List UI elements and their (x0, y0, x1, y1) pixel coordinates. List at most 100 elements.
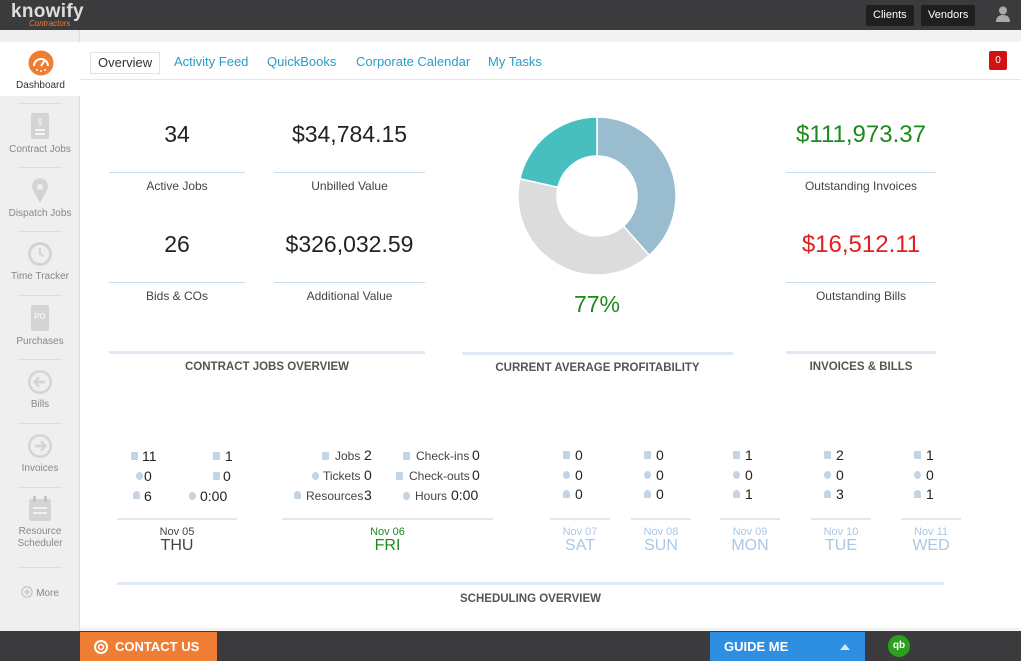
calendar-icon (29, 496, 51, 521)
jobs-count: 2 (364, 447, 372, 463)
additional-label: Additional Value (306, 289, 393, 303)
sidebar-divider (18, 423, 62, 424)
notification-badge[interactable]: 0 (989, 51, 1007, 70)
day-name: WED (912, 537, 950, 554)
check-out-icon (213, 472, 220, 480)
jobs-count: 0 (656, 447, 664, 463)
donut-slice-0 (596, 116, 677, 257)
resources-count: 6 (144, 488, 152, 504)
logo-text: knowify (11, 1, 84, 22)
scheduling-overview-title: SCHEDULING OVERVIEW (460, 593, 601, 605)
checkouts-count: 0 (472, 467, 480, 483)
sidebar-item-time-tracker[interactable]: Time Tracker (0, 241, 80, 282)
quickbooks-icon[interactable]: qb (888, 635, 910, 657)
tickets-icon (914, 471, 921, 479)
arrow-right-circle-icon (28, 434, 52, 458)
tab-my-tasks[interactable]: My Tasks (488, 54, 542, 69)
contact-us-label: CONTACT US (115, 639, 200, 654)
tickets-count: 0 (364, 467, 372, 483)
sidebar-item-label: Invoices (21, 463, 59, 474)
tickets-label: Tickets (323, 469, 361, 483)
resources-icon (644, 490, 651, 498)
contract-jobs-overview-title: CONTRACT JOBS OVERVIEW (185, 361, 349, 373)
check-in-icon (213, 452, 220, 460)
sidebar-item-label: Dashboard (16, 80, 65, 91)
jobs-label: Jobs (335, 449, 361, 463)
sidebar-item-label: Contract Jobs (9, 144, 71, 155)
sidebar-item-label: Purchases (16, 336, 64, 347)
user-icon[interactable] (996, 6, 1010, 22)
tab-corporate-calendar[interactable]: Corporate Calendar (356, 54, 471, 69)
active-jobs-value: 34 (164, 121, 190, 147)
active-jobs-label: Active Jobs (146, 179, 208, 193)
tickets-count: 0 (836, 467, 844, 483)
clients-button[interactable]: Clients (866, 5, 914, 26)
clock-icon (28, 242, 52, 266)
hours-label: Hours (415, 489, 448, 503)
tickets-count: 0 (745, 467, 753, 483)
outstanding-bills-value: $16,512.11 (801, 231, 921, 258)
sidebar-divider (18, 103, 62, 104)
sidebar-item-purchases[interactable]: PO Purchases (0, 304, 80, 347)
bids-label: Bids & COs (145, 289, 208, 303)
section-bar (117, 582, 944, 585)
resources-count: 0 (656, 486, 664, 502)
guide-me-button[interactable]: GUIDE ME (710, 632, 865, 661)
sidebar-item-resource-scheduler[interactable]: Resource Scheduler (0, 496, 80, 550)
checkouts-label: Check-outs (409, 469, 470, 483)
day-name: THU (160, 537, 194, 554)
tab-overview[interactable]: Overview (90, 52, 161, 74)
jobs-count: 1 (926, 447, 934, 463)
resources-count: 3 (836, 486, 844, 502)
checkins-label: Check-ins (416, 449, 470, 463)
tab-activity-feed[interactable]: Activity Feed (174, 54, 249, 69)
resources-count: 3 (364, 487, 372, 503)
divider (811, 518, 871, 520)
unbilled-label: Unbilled Value (311, 179, 388, 193)
hours-value: 0:00 (451, 487, 479, 503)
day-date: Nov 06 (370, 526, 405, 538)
plus-circle-icon (21, 586, 33, 598)
jobs-count: 2 (836, 447, 844, 463)
jobs-count: 1 (745, 447, 753, 463)
sidebar-item-label: More (36, 588, 59, 599)
resources-icon (294, 491, 301, 499)
checkins-count: 1 (225, 448, 233, 464)
section-bar (786, 351, 936, 354)
jobs-icon (733, 451, 740, 459)
tickets-icon (733, 471, 740, 479)
sidebar-item-bills[interactable]: Bills (0, 369, 80, 410)
unbilled-value: $34,784.15 (291, 121, 408, 147)
sidebar-item-invoices[interactable]: Invoices (0, 433, 80, 474)
sidebar-divider (18, 231, 62, 232)
day-date: Nov 08 (643, 526, 679, 538)
divider (109, 172, 245, 173)
contact-us-button[interactable]: CONTACT US (80, 632, 217, 661)
check-out-icon (396, 472, 403, 480)
svg-text:$: $ (37, 117, 42, 127)
jobs-count: 11 (142, 448, 157, 464)
logo-subtitle: Contractors (29, 19, 71, 28)
sidebar-item-contract-jobs[interactable]: $ Contract Jobs (0, 112, 80, 155)
resources-count: 0 (575, 486, 583, 502)
tickets-count: 0 (144, 468, 152, 484)
arrow-left-circle-icon (28, 370, 52, 394)
day-name: FRI (374, 537, 401, 554)
sidebar-item-dashboard[interactable]: Dashboard (0, 42, 81, 96)
sidebar-divider (18, 567, 62, 568)
bottom-bar: CONTACT US GUIDE ME qb (0, 631, 1021, 661)
divider (786, 282, 936, 283)
sidebar-item-label: Resource (18, 526, 62, 537)
tickets-count: 0 (575, 467, 583, 483)
tab-quickbooks[interactable]: QuickBooks (267, 54, 337, 69)
jobs-icon (131, 452, 138, 460)
sidebar-item-dispatch-jobs[interactable]: Dispatch Jobs (0, 178, 80, 219)
knowify-logo[interactable]: knowify Contractors (11, 1, 84, 28)
vendors-button[interactable]: Vendors (921, 5, 976, 26)
hours-icon (189, 492, 196, 500)
jobs-icon (914, 451, 921, 459)
day-name: SAT (565, 537, 595, 554)
resources-icon (824, 490, 831, 498)
sidebar-item-more[interactable]: More (0, 586, 80, 599)
checkins-count: 0 (472, 447, 480, 463)
